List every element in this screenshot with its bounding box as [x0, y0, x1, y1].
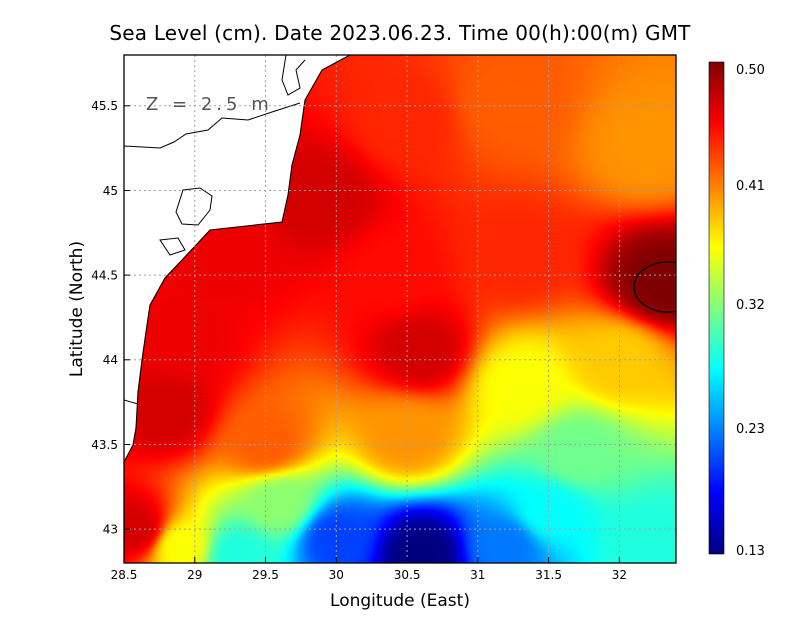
y-axis-ticks	[124, 105, 130, 530]
land-mass	[124, 55, 350, 462]
river-outline	[281, 55, 306, 96]
x-axis-title: Longitude (East)	[330, 591, 470, 611]
y-tick-label: 43.5	[91, 438, 118, 452]
x-tick-label: 30.5	[394, 568, 421, 582]
y-axis-title: Latitude (North)	[67, 241, 87, 377]
y-tick-label: 44.5	[91, 269, 118, 283]
y-tick-label: 45	[103, 184, 118, 198]
y-axis-labels: 43 43.5 44 44.5 45 45.5	[91, 99, 118, 537]
x-tick-label: 29.5	[252, 568, 279, 582]
depth-annotation: Z = 2.5 m	[146, 94, 273, 115]
x-tick-label: 31.5	[535, 568, 562, 582]
x-tick-label: 32	[612, 568, 627, 582]
x-axis-labels: 28.5 29 29.5 30 30.5 31 31.5 32	[111, 568, 627, 582]
x-tick-label: 29	[187, 568, 202, 582]
y-tick-label: 43	[103, 523, 118, 537]
colorbar-tick-label: 0.32	[736, 298, 765, 313]
colorbar-tick-label: 0.41	[736, 179, 765, 194]
x-tick-label: 30	[329, 568, 344, 582]
x-axis-ticks	[123, 557, 620, 563]
lake-outline	[159, 187, 213, 256]
colorbar-tick-label: 0.50	[736, 63, 765, 78]
colorbar-tick-label: 0.23	[736, 422, 765, 437]
y-tick-label: 45.5	[91, 99, 118, 113]
x-tick-label: 31	[470, 568, 485, 582]
chart-title: Sea Level (cm). Date 2023.06.23. Time 00…	[109, 21, 691, 45]
max-contour	[633, 261, 676, 313]
colorbar-labels: 0.50 0.41 0.32 0.23 0.13	[736, 63, 765, 559]
colorbar	[708, 61, 725, 555]
danube-delta-outline	[124, 102, 301, 405]
x-tick-label: 28.5	[111, 568, 138, 582]
grid-lines	[124, 55, 676, 563]
y-tick-label: 44	[103, 353, 118, 367]
colorbar-tick-label: 0.13	[736, 544, 765, 559]
plot-frame	[123, 54, 677, 564]
